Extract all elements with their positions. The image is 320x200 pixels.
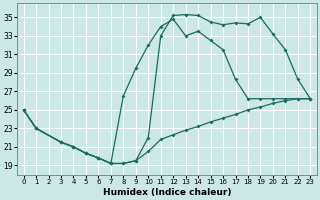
X-axis label: Humidex (Indice chaleur): Humidex (Indice chaleur) <box>103 188 231 197</box>
